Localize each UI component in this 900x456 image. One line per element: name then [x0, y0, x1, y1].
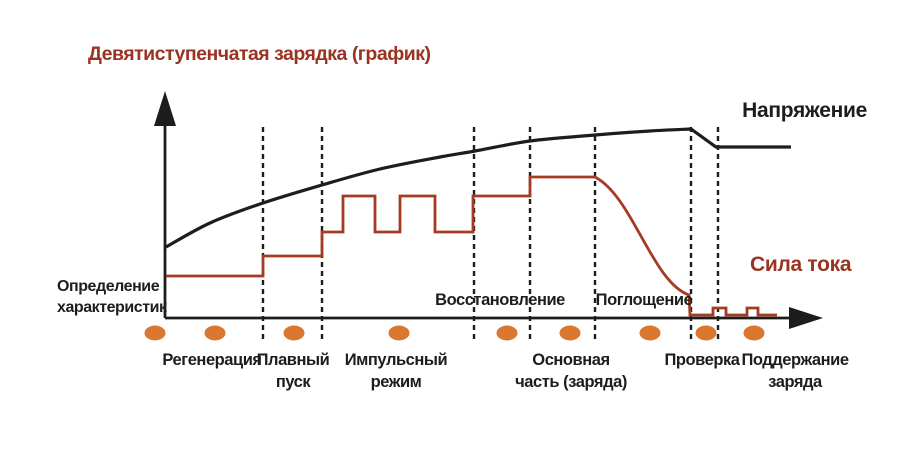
stage-label-line: режим	[370, 373, 422, 391]
stage-dot	[559, 325, 581, 341]
stage-label-7: Поглощение	[596, 289, 693, 311]
stage-label-line: Импульсный	[344, 351, 448, 369]
stage-label-line: Восстановление	[435, 291, 565, 309]
page-title: Девятиступенчатая зарядка (график)	[88, 43, 431, 65]
stage-label-line: часть (заряда)	[515, 373, 627, 391]
stage-label-1: Определение характеристик	[57, 276, 167, 318]
stage-dot	[695, 325, 717, 341]
stage-label-6: Основная часть (заряда)	[515, 349, 627, 393]
stage-label-line: Регенерация	[162, 351, 262, 369]
stage-label-line: Определение	[57, 278, 160, 295]
stage-label-9: Поддержание заряда	[741, 349, 849, 393]
stage-label-8: Проверка	[664, 349, 739, 371]
stage-label-line: характеристик	[57, 299, 167, 316]
stage-dot	[388, 325, 410, 341]
stage-label-line: пуск	[275, 373, 311, 391]
stage-label-2: Регенерация	[162, 349, 262, 371]
y-axis-arrowhead	[154, 91, 176, 126]
stage-label-line: Поддержание	[741, 351, 849, 369]
stage-label-line: Поглощение	[595, 291, 693, 309]
stage-label-4: Импульсный режим	[345, 349, 448, 393]
voltage-curve	[165, 127, 791, 249]
stage-label-3: Плавный пуск	[257, 349, 330, 393]
stage-label-line: Проверка	[664, 351, 740, 369]
stage-dot	[639, 325, 661, 341]
stage-dot	[283, 325, 305, 341]
stage-dot	[204, 325, 226, 341]
stage-label-line: Плавный	[256, 351, 330, 369]
stage-dot	[496, 325, 518, 341]
stage-label-line: Основная	[532, 351, 610, 369]
current-series-label: Сила тока	[750, 253, 852, 276]
current-curve	[166, 175, 777, 317]
stage-label-5: Восстановление	[435, 289, 565, 311]
stage-dot	[743, 325, 765, 341]
stage-dot	[144, 325, 166, 341]
stage-label-line: заряда	[768, 373, 822, 391]
x-axis-arrowhead	[789, 307, 823, 329]
voltage-series-label: Напряжение	[742, 99, 867, 122]
